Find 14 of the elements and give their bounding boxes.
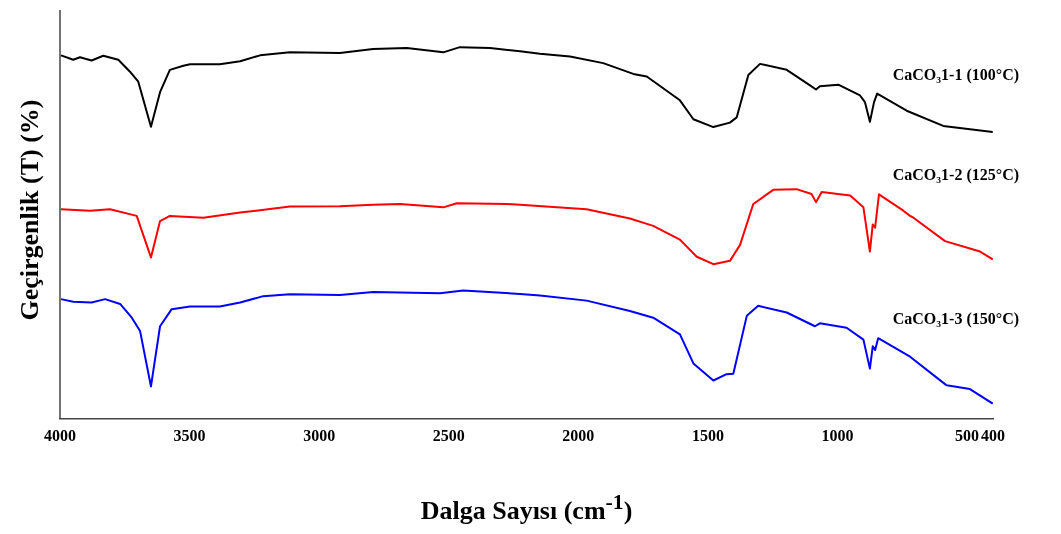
series-label: CaCO₃1-1 (100°C)	[892, 65, 1020, 84]
x-tick-label: 400	[981, 426, 1005, 444]
series-label: CaCO₃1-3 (150°C)	[892, 310, 1020, 329]
x-tick-label: 2500	[432, 426, 465, 444]
x-tick-label: 1500	[691, 426, 724, 444]
x-tick-label: 3000	[303, 426, 336, 444]
x-tick-label: 1000	[821, 426, 854, 444]
x-tick-label: 4000	[44, 426, 76, 444]
x-axis-title: Dalga Sayısı (cm$^{-1}$)	[419, 490, 634, 526]
series-label: CaCO₃1-2 (125°C)	[892, 166, 1020, 185]
x-tick-label: 500	[955, 426, 980, 444]
x-tick-label: 3500	[173, 426, 206, 444]
x-tick-label: 2000	[562, 426, 595, 444]
y-axis-title: Geçirgenlik (T) (%)	[15, 98, 45, 323]
